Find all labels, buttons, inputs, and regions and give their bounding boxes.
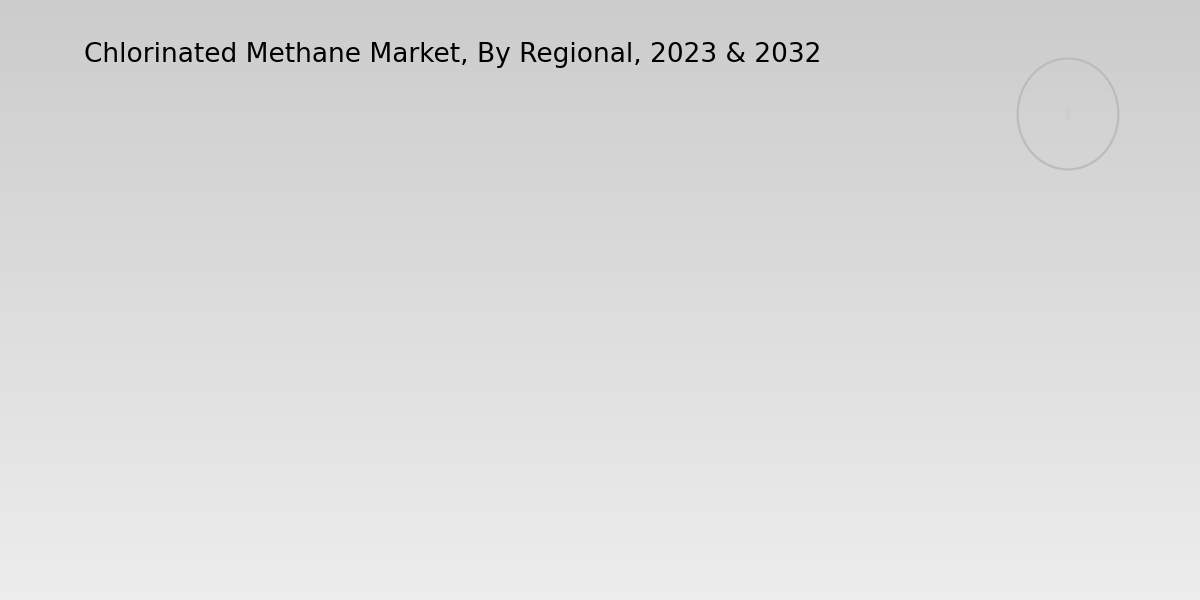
Bar xyxy=(421,320,487,516)
Text: Chlorinated Methane Market, By Regional, 2023 & 2032: Chlorinated Methane Market, By Regional,… xyxy=(84,42,821,68)
Legend: 2023, 2032: 2023, 2032 xyxy=(748,56,942,74)
Text: 0.6: 0.6 xyxy=(163,442,193,460)
Bar xyxy=(563,328,630,516)
Text: ⬆: ⬆ xyxy=(1060,104,1076,124)
Bar xyxy=(773,269,839,516)
Bar xyxy=(982,435,1049,516)
Bar xyxy=(354,362,421,516)
Y-axis label: Market Size in USD Billion: Market Size in USD Billion xyxy=(64,203,82,445)
Bar xyxy=(144,465,211,516)
Bar xyxy=(630,269,697,516)
Bar xyxy=(1049,413,1116,516)
Bar xyxy=(839,209,906,516)
Bar xyxy=(211,449,278,516)
